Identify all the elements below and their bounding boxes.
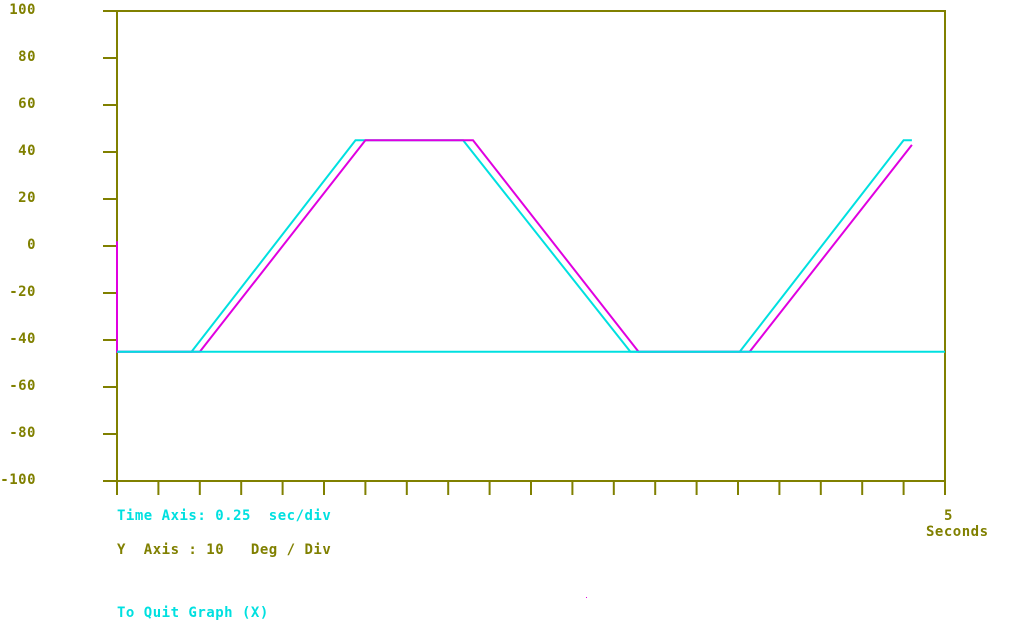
series-layer (116, 139, 945, 353)
y-tick-label: 20 (18, 190, 36, 206)
y-tick-label: 80 (18, 49, 36, 65)
y-tick-label: -100 (0, 472, 36, 488)
y-tick-label: -40 (9, 331, 36, 347)
y-tick-label: 0 (27, 237, 36, 253)
series-line-0 (117, 139, 912, 353)
x-end-unit: Seconds (926, 524, 989, 540)
time-axis-info: Time Axis: 0.25 sec/div (117, 508, 332, 524)
y-axis-info: Y Axis : 10 Deg / Div (117, 542, 332, 558)
series-line-1 (116, 139, 913, 353)
quit-instruction[interactable]: To Quit Graph (X) (117, 605, 269, 621)
y-tick-label: 100 (9, 2, 36, 18)
y-tick-label: -80 (9, 425, 36, 441)
stray-pixel (586, 597, 587, 598)
y-tick-label: 40 (18, 143, 36, 159)
y-tick-marks (103, 10, 117, 482)
y-tick-label: 60 (18, 96, 36, 112)
x-end-value: 5 (944, 508, 953, 524)
x-ticks (116, 481, 946, 495)
y-tick-label: -20 (9, 284, 36, 300)
y-tick-label: -60 (9, 378, 36, 394)
